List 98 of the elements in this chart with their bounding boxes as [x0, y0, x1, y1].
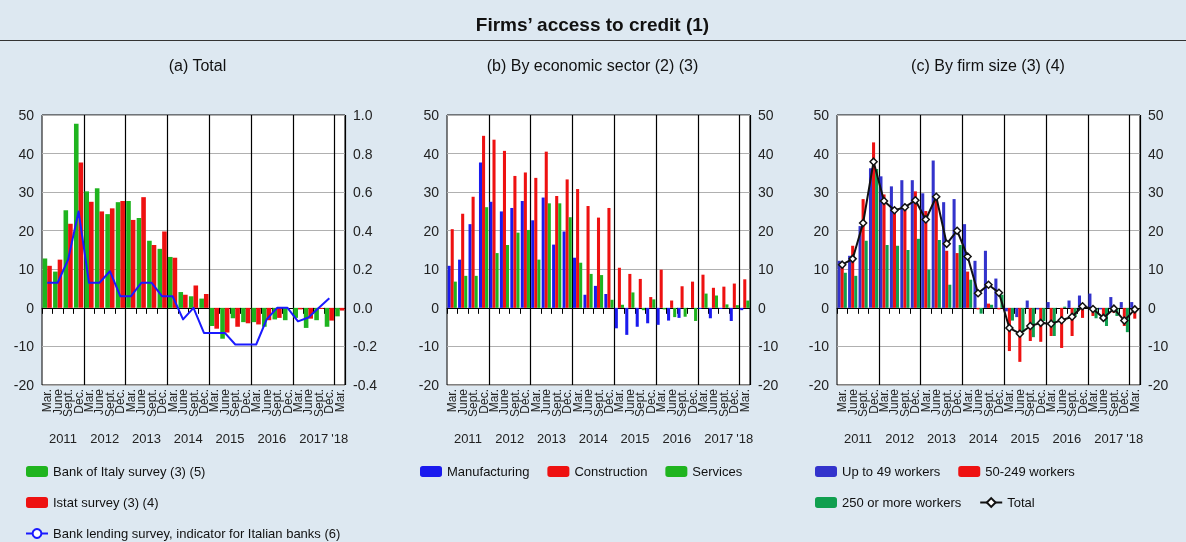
- x-tick-label: Mar.: [332, 389, 347, 413]
- legend-label: Total: [1007, 495, 1035, 510]
- x-tick-label: Sept.: [102, 389, 117, 418]
- x-tick-label: Mar.: [737, 389, 752, 413]
- text: 2011: [843, 431, 872, 446]
- x-tick-label: Sept.: [311, 389, 326, 418]
- text: 2016: [662, 431, 692, 446]
- text: 2013: [537, 431, 566, 446]
- y-tick-label: 40: [423, 145, 440, 162]
- text: 2014: [578, 431, 608, 446]
- y2-tick-label: 20: [1148, 222, 1164, 239]
- y2-tick-label: 0.8: [353, 145, 373, 162]
- y-tick-label: 30: [813, 184, 830, 201]
- y2-tick-label: 10: [758, 261, 774, 278]
- y-tick-label: 0: [431, 299, 440, 316]
- y2-tick-label: 0: [1148, 299, 1156, 316]
- y2-tick-label: 0: [758, 299, 766, 316]
- y-tick-label: -10: [13, 338, 35, 355]
- text: 2017: [704, 431, 734, 446]
- text: 2014: [968, 431, 998, 446]
- text: '18: [331, 431, 349, 446]
- text: 2013: [927, 431, 956, 446]
- x-tick-label: Mar.: [1127, 389, 1142, 413]
- y2-tick-label: 0.0: [353, 299, 373, 316]
- legend-label: 250 or more workers: [842, 495, 962, 510]
- legend-label: Up to 49 workers: [842, 464, 941, 479]
- y-tick-label: 20: [813, 222, 830, 239]
- y-tick-label: -10: [418, 338, 440, 355]
- chart-subtitle: (c) By firm size (3) (4): [911, 56, 1065, 74]
- y-tick-label: 40: [18, 145, 35, 162]
- y2-tick-label: 30: [758, 184, 774, 201]
- y-tick-label: -20: [418, 377, 440, 393]
- y2-tick-label: 50: [1148, 107, 1164, 123]
- y-tick-label: 50: [18, 107, 35, 123]
- y2-tick-label: 50: [758, 107, 774, 123]
- y2-tick-label: -0.4: [353, 377, 378, 393]
- legend-label: Services: [692, 464, 743, 479]
- y2-tick-label: 0.6: [353, 184, 373, 201]
- y-tick-label: 20: [423, 222, 440, 239]
- y-tick-label: 30: [423, 184, 440, 201]
- x-tick-label: Sept.: [897, 389, 912, 418]
- text: 2013: [132, 431, 161, 446]
- y2-tick-label: -10: [1148, 338, 1169, 355]
- legend-label: Bank lending survey, indicator for Italian banks (6): [53, 526, 341, 541]
- y2-tick-label: 0.2: [353, 261, 373, 278]
- y2-tick-label: 30: [1148, 184, 1164, 201]
- y2-tick-label: 40: [1148, 145, 1164, 162]
- y-tick-label: 20: [18, 222, 35, 239]
- legend-label: Bank of Italy survey (3) (5): [53, 464, 206, 479]
- y2-tick-label: 1.0: [353, 107, 373, 123]
- y2-tick-label: -0.2: [353, 338, 378, 355]
- x-tick-label: Sept.: [716, 389, 731, 418]
- y2-tick-label: 0.4: [353, 222, 373, 239]
- text: '18: [1126, 431, 1144, 446]
- x-tick-label: Sept.: [939, 389, 954, 418]
- x-tick-label: Sept.: [507, 389, 522, 418]
- y2-tick-label: -20: [1148, 377, 1169, 393]
- text: 2016: [1052, 431, 1082, 446]
- text: 2012: [90, 431, 120, 446]
- y-tick-label: -20: [808, 377, 830, 393]
- y2-tick-label: 40: [758, 145, 774, 162]
- y-tick-label: 40: [813, 145, 830, 162]
- text: 2015: [620, 431, 650, 446]
- text: 2011: [48, 431, 77, 446]
- y2-tick-label: -10: [758, 338, 779, 355]
- chart-title: Firms’ access to credit (1): [475, 14, 710, 35]
- text: 2015: [1010, 431, 1040, 446]
- y-tick-label: 10: [813, 261, 830, 278]
- legend-label: Construction: [574, 464, 648, 479]
- legend-label: 50-249 workers: [985, 464, 1076, 479]
- y-tick-label: 0: [821, 299, 830, 316]
- y-tick-label: 30: [18, 184, 35, 201]
- x-tick-label: Sept.: [549, 389, 564, 418]
- text: 2011: [453, 431, 482, 446]
- y-tick-label: -20: [13, 377, 35, 393]
- chart-subtitle: (b) By economic sector (2) (3): [486, 56, 699, 74]
- text: 2012: [885, 431, 915, 446]
- y2-tick-label: 20: [758, 222, 774, 239]
- y-tick-label: 0: [26, 299, 35, 316]
- y-tick-label: -10: [808, 338, 830, 355]
- text: 2017: [299, 431, 329, 446]
- y-tick-label: 50: [813, 107, 830, 123]
- y2-tick-label: -20: [758, 377, 779, 393]
- legend-label: Manufacturing: [447, 464, 530, 479]
- text: '18: [736, 431, 754, 446]
- text: 2014: [173, 431, 203, 446]
- y-tick-label: 10: [18, 261, 35, 278]
- text: 2015: [215, 431, 245, 446]
- legend-label: Istat survey (3) (4): [53, 495, 159, 510]
- text: 2016: [257, 431, 287, 446]
- x-tick-label: Sept.: [144, 389, 159, 418]
- y2-tick-label: 10: [1148, 261, 1164, 278]
- y-tick-label: 10: [423, 261, 440, 278]
- chart-subtitle: (a) Total: [168, 56, 227, 74]
- text: 2017: [1094, 431, 1124, 446]
- text: 2012: [495, 431, 525, 446]
- y-tick-label: 50: [423, 107, 440, 123]
- x-tick-label: Sept.: [1106, 389, 1121, 418]
